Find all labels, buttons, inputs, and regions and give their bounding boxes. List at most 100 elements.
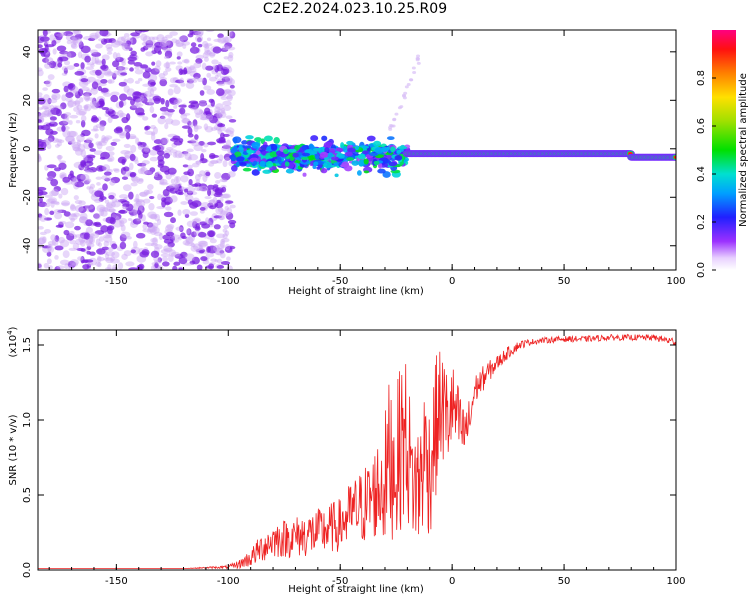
- spectrogram-cell: [91, 56, 97, 65]
- spectrogram-cell: [130, 98, 135, 106]
- spectrogram-cell: [199, 187, 208, 191]
- spectrogram-cell: [408, 78, 413, 82]
- spectrogram-cell: [80, 149, 87, 158]
- spectrogram-cell: [220, 193, 230, 199]
- spectrogram-cell: [38, 97, 46, 105]
- spectrogram-cell: [144, 242, 155, 247]
- spectrogram-cell: [215, 180, 221, 184]
- spectrogram-cell: [292, 152, 299, 158]
- spectrogram-cell: [187, 199, 193, 205]
- spectrogram-cell: [45, 128, 54, 136]
- spectrogram-cell: [103, 38, 113, 44]
- spectrogram-cell: [38, 69, 44, 77]
- spectrogram-cell: [330, 156, 339, 161]
- spectrogram-cell: [43, 80, 51, 85]
- spectrogram-cell: [397, 145, 408, 150]
- spectrogram-cell: [51, 188, 59, 197]
- spectrogram-cell: [165, 173, 172, 180]
- spectrogram-cell: [107, 247, 114, 252]
- spectrogram-cell: [46, 143, 52, 150]
- spectrogram-cell: [208, 98, 214, 103]
- spectrogram-cell: [221, 145, 232, 149]
- spectrogram-cell: [113, 127, 123, 134]
- spectrogram-cell: [184, 188, 189, 193]
- spectrogram-cell: [214, 188, 223, 196]
- colorbar-label: Normalized spectral amplitude: [738, 73, 749, 227]
- spectrogram-cell: [38, 67, 43, 72]
- spectrogram-cell: [150, 237, 158, 243]
- spectrogram-cell: [184, 152, 192, 161]
- spectrogram-cell: [152, 95, 162, 102]
- spectrogram-cell: [180, 232, 186, 239]
- spectrogram-cell: [157, 159, 165, 166]
- spectrogram-cell: [153, 267, 160, 270]
- spectrogram-cell: [130, 144, 137, 153]
- spectrogram-cell: [106, 201, 117, 209]
- spectrogram-cell: [89, 232, 100, 239]
- spectrogram-cell: [388, 161, 398, 167]
- spectrogram-cell: [38, 153, 41, 160]
- spectrogram-cell: [150, 214, 158, 220]
- spectrogram-cell: [217, 123, 226, 128]
- spectrogram-cell: [213, 244, 220, 252]
- spectrogram-cell: [131, 104, 141, 109]
- spectrogram-cell: [187, 140, 197, 144]
- spectrogram-cell: [218, 111, 227, 119]
- spectrogram-cell: [190, 245, 199, 252]
- spectrogram-cell: [180, 113, 188, 120]
- spectrogram-cell: [159, 115, 166, 119]
- spectrogram-frame: [37, 29, 677, 271]
- spectrogram-cell: [132, 218, 142, 225]
- spectrogram-cell: [242, 167, 252, 172]
- spectrogram-cell: [184, 241, 195, 247]
- spectrogram-cell: [80, 86, 90, 91]
- spectrogram-cell: [182, 164, 189, 168]
- spectrogram-cell: [189, 79, 198, 83]
- spectrogram-cell: [135, 199, 146, 208]
- spectrogram-cell: [160, 116, 167, 120]
- spectrogram-cell: [44, 107, 50, 112]
- spectrogram-cell: [203, 50, 213, 56]
- spectrogram-cell: [45, 176, 55, 181]
- spectrogram-cell: [137, 168, 145, 175]
- spectrogram-cell: [210, 159, 219, 164]
- spectrogram-cell: [42, 103, 51, 110]
- spectrogram-cell: [221, 172, 231, 181]
- spectrogram-cell: [73, 212, 80, 218]
- spectrogram-cell: [114, 40, 123, 46]
- spectrogram-cell: [198, 249, 205, 254]
- spectrogram-cell: [98, 38, 104, 42]
- spectrogram-cell: [191, 231, 197, 238]
- spectrogram-cell: [128, 191, 134, 200]
- spectrogram-cell: [38, 237, 46, 245]
- spectrogram-cell: [130, 182, 138, 187]
- spectrogram-cell: [63, 31, 74, 37]
- spectrogram-cell: [200, 113, 208, 121]
- spectrogram-cell: [222, 160, 228, 168]
- spectrogram-cell: [169, 84, 178, 88]
- spectrogram-cell: [105, 257, 114, 264]
- spectrogram-cell: [51, 238, 59, 247]
- spectrogram-cell: [222, 193, 231, 199]
- spectrogram-cell: [46, 164, 57, 169]
- spectrogram-cell: [209, 238, 217, 244]
- spectrogram-cell: [202, 40, 209, 48]
- spectrogram-cell: [110, 141, 118, 146]
- spectrogram-cell: [90, 63, 95, 68]
- spectrogram-cell: [67, 260, 77, 269]
- spectrogram-cell: [356, 170, 362, 176]
- spectrogram-cell: [70, 40, 77, 49]
- spectrogram-cell: [66, 233, 75, 241]
- spectrogram-cell: [224, 129, 232, 133]
- spectrogram-cell: [209, 115, 218, 124]
- spectrogram-cell: [49, 210, 55, 216]
- spectrogram-cell: [43, 262, 49, 269]
- spectrogram-cell: [119, 133, 126, 139]
- spectrogram-cell: [137, 144, 144, 151]
- spectrogram-cell: [170, 178, 175, 185]
- spectrogram-cell: [121, 41, 128, 48]
- spectrogram-cell: [368, 152, 379, 157]
- spectrogram-cell: [151, 226, 160, 234]
- spectrogram-cell: [169, 235, 176, 242]
- spectrogram-cell: [205, 30, 215, 33]
